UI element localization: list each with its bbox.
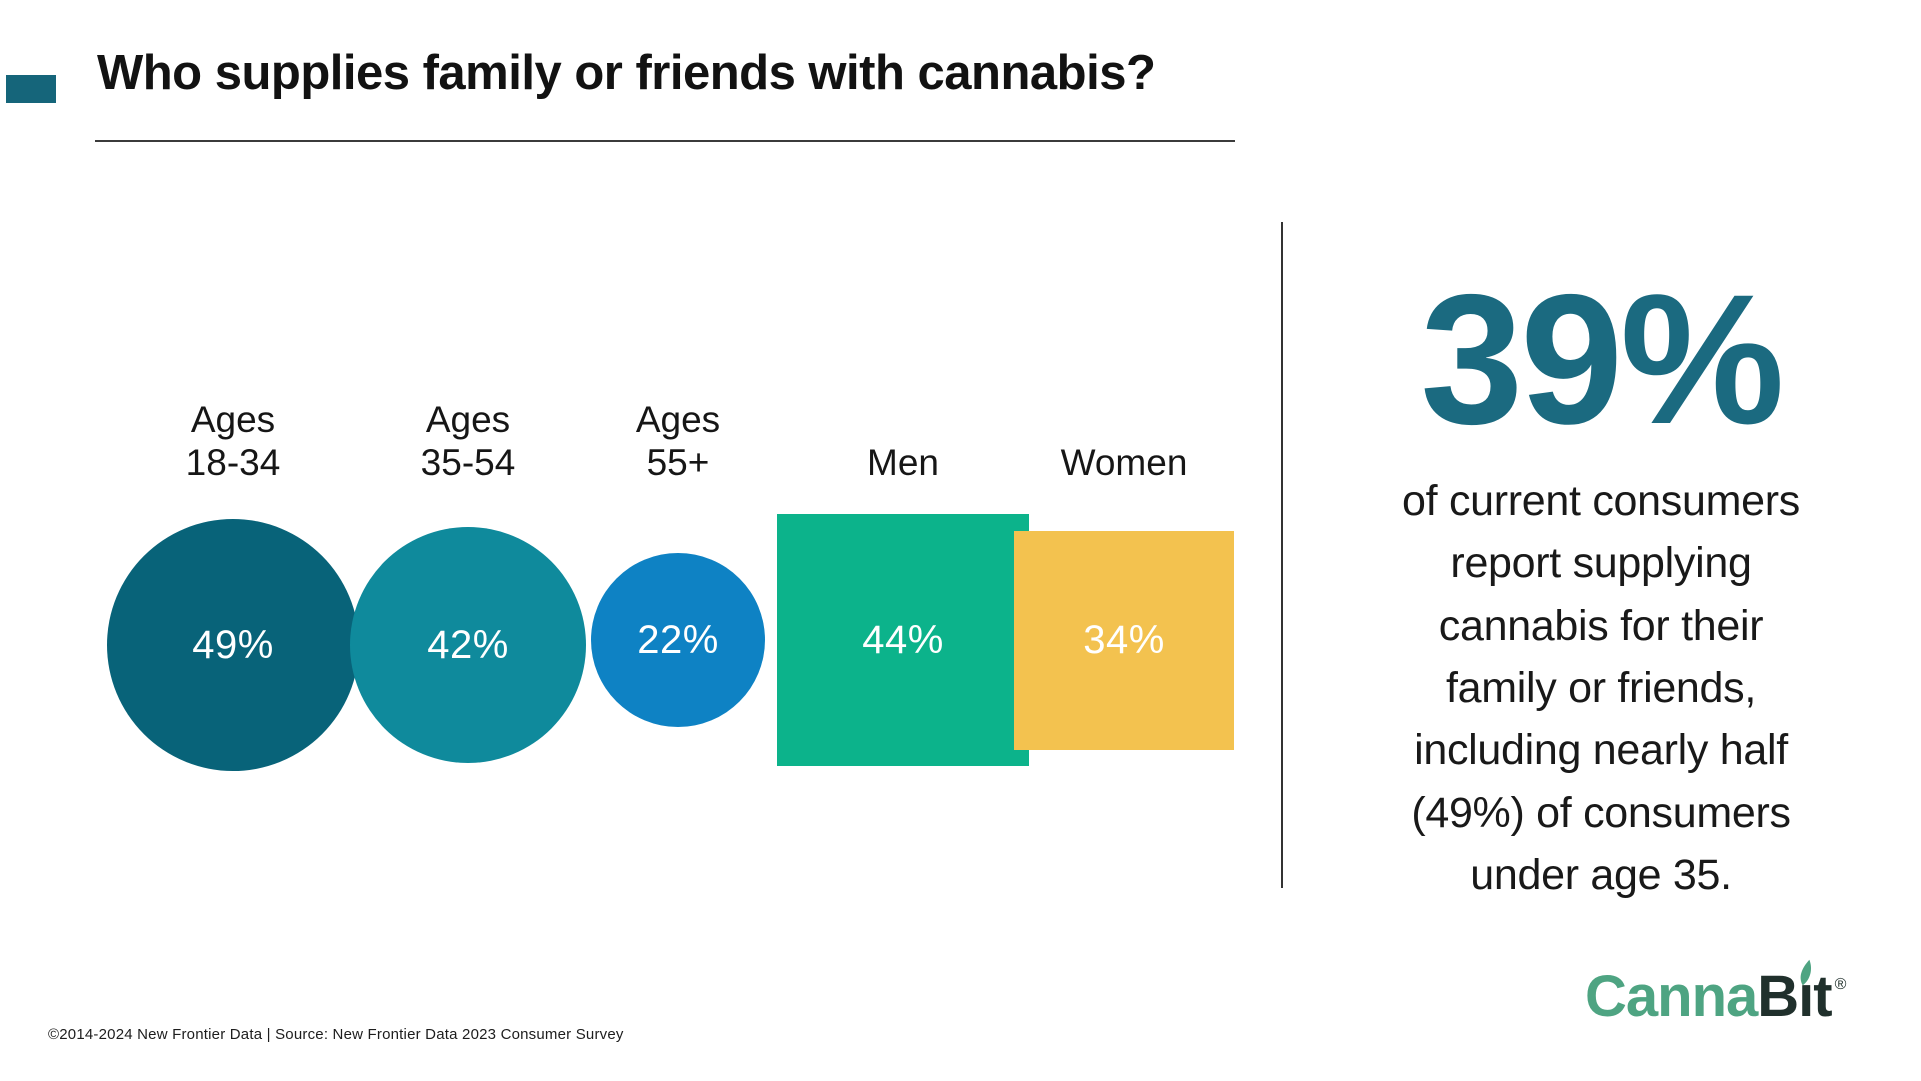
headline-stat: 39%	[1420, 257, 1784, 463]
title-underline	[95, 140, 1235, 142]
category-label-ages-35-54: Ages 35-54	[420, 399, 516, 484]
logo-b-text: B	[1757, 964, 1799, 1029]
logo-t-text: t	[1813, 964, 1832, 1029]
value-label: 42%	[427, 622, 509, 667]
value-label: 49%	[192, 622, 274, 667]
logo-canna-text: Canna	[1585, 964, 1758, 1029]
vertical-divider	[1281, 222, 1283, 888]
value-label: 44%	[862, 617, 944, 662]
category-label-ages-55plus: Ages 55+	[635, 399, 721, 484]
leaf-icon	[1800, 959, 1812, 986]
cannabit-logo: Canna B ı t ®	[1585, 959, 1847, 1029]
square-men: 44%	[777, 514, 1029, 766]
bubble-ages-55plus: 22%	[591, 553, 765, 727]
category-label-ages-18-34: Ages 18-34	[185, 399, 281, 484]
page-title: Who supplies family or friends with cann…	[97, 46, 1156, 100]
source-attribution: ©2014-2024 New Frontier Data | Source: N…	[48, 1026, 624, 1043]
category-label-women: Women	[1060, 442, 1188, 483]
bubble-ages-35-54: 42%	[350, 527, 586, 763]
square-women: 34%	[1014, 531, 1234, 750]
logo-i-wrap: ı	[1798, 959, 1814, 1026]
value-label: 34%	[1083, 618, 1165, 662]
category-label-men: Men	[867, 442, 939, 483]
registered-mark: ®	[1834, 976, 1847, 993]
title-accent-bar	[6, 75, 56, 103]
bubble-ages-18-34: 49%	[107, 519, 359, 771]
stat-description: of current consumers report supplying ca…	[1402, 477, 1800, 900]
value-label: 22%	[637, 617, 719, 662]
